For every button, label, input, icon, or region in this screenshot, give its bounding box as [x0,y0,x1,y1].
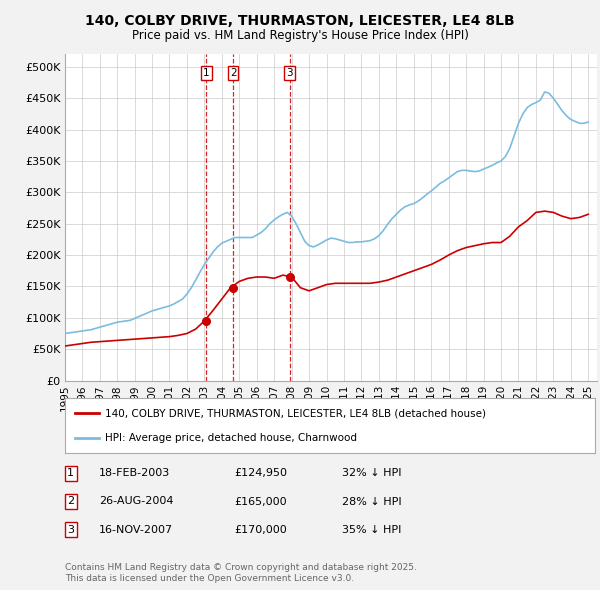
Text: 16-NOV-2007: 16-NOV-2007 [99,525,173,535]
Text: 28% ↓ HPI: 28% ↓ HPI [342,497,401,506]
Text: £124,950: £124,950 [234,468,287,478]
Text: 1: 1 [203,68,210,78]
Text: HPI: Average price, detached house, Charnwood: HPI: Average price, detached house, Char… [104,433,356,443]
Text: 32% ↓ HPI: 32% ↓ HPI [342,468,401,478]
Text: This data is licensed under the Open Government Licence v3.0.: This data is licensed under the Open Gov… [65,573,354,583]
Text: 1: 1 [67,468,74,478]
Text: 2: 2 [67,497,74,506]
Text: 140, COLBY DRIVE, THURMASTON, LEICESTER, LE4 8LB (detached house): 140, COLBY DRIVE, THURMASTON, LEICESTER,… [104,408,485,418]
Text: £165,000: £165,000 [234,497,287,506]
Text: 26-AUG-2004: 26-AUG-2004 [99,497,173,506]
Text: £170,000: £170,000 [234,525,287,535]
Text: 18-FEB-2003: 18-FEB-2003 [99,468,170,478]
Text: 3: 3 [286,68,293,78]
Text: Price paid vs. HM Land Registry's House Price Index (HPI): Price paid vs. HM Land Registry's House … [131,29,469,42]
Text: 140, COLBY DRIVE, THURMASTON, LEICESTER, LE4 8LB: 140, COLBY DRIVE, THURMASTON, LEICESTER,… [85,14,515,28]
Text: 35% ↓ HPI: 35% ↓ HPI [342,525,401,535]
Text: 2: 2 [230,68,236,78]
Text: 3: 3 [67,525,74,535]
Text: Contains HM Land Registry data © Crown copyright and database right 2025.: Contains HM Land Registry data © Crown c… [65,563,416,572]
